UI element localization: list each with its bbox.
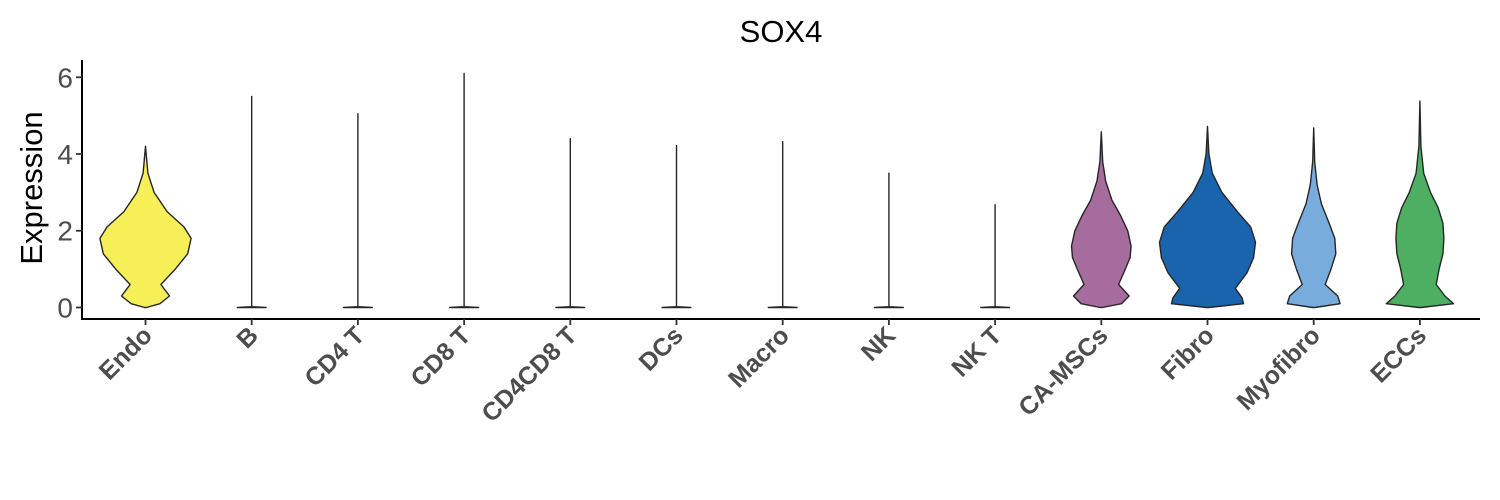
x-tick-label: B <box>231 321 264 354</box>
x-tick-label: Myofibro <box>1232 321 1326 415</box>
y-axis-title: Expression <box>14 111 49 264</box>
violin-fibro <box>1158 125 1257 309</box>
x-tick-label: DCs <box>634 321 689 376</box>
violin-cd4-t <box>342 113 373 309</box>
y-tick-label: 6 <box>57 62 73 93</box>
violin-myofibro <box>1286 127 1341 309</box>
y-tick-label: 2 <box>57 216 73 247</box>
violin-cd4cd8-t <box>555 138 586 309</box>
violin-b <box>236 95 267 309</box>
x-tick-label: CD8 T <box>405 321 476 392</box>
x-tick-label: Fibro <box>1156 321 1220 385</box>
violin-macro <box>767 141 798 309</box>
y-tick-label: 4 <box>57 139 73 170</box>
violin-group <box>99 72 1455 309</box>
y-axis-ticks: 0 2 4 6 <box>57 62 82 323</box>
violin-nk <box>873 172 904 309</box>
violin-dcs <box>661 144 692 309</box>
y-tick-label: 0 <box>57 292 73 323</box>
violin-cd8-t <box>449 72 480 309</box>
violin-ca-mscs <box>1070 131 1132 309</box>
x-tick-label: Macro <box>723 321 795 393</box>
violin-eccs <box>1385 100 1455 309</box>
x-tick-label: ECCs <box>1365 321 1432 388</box>
chart-title: SOX4 <box>740 14 823 49</box>
violin-endo <box>99 145 192 309</box>
x-tick-label: CD4 T <box>299 321 370 392</box>
x-tick-label: Endo <box>94 321 158 385</box>
x-tick-label: CD4CD8 T <box>476 321 582 427</box>
x-axis-ticks: Endo B CD4 T CD8 T CD4CD8 T DCs Macro NK NK T CA-… <box>94 319 1432 428</box>
x-tick-label: NK T <box>946 321 1007 382</box>
x-tick-label: CA-MSCs <box>1013 321 1113 421</box>
violin-nk-t <box>980 204 1011 309</box>
x-tick-label: NK <box>856 321 901 366</box>
